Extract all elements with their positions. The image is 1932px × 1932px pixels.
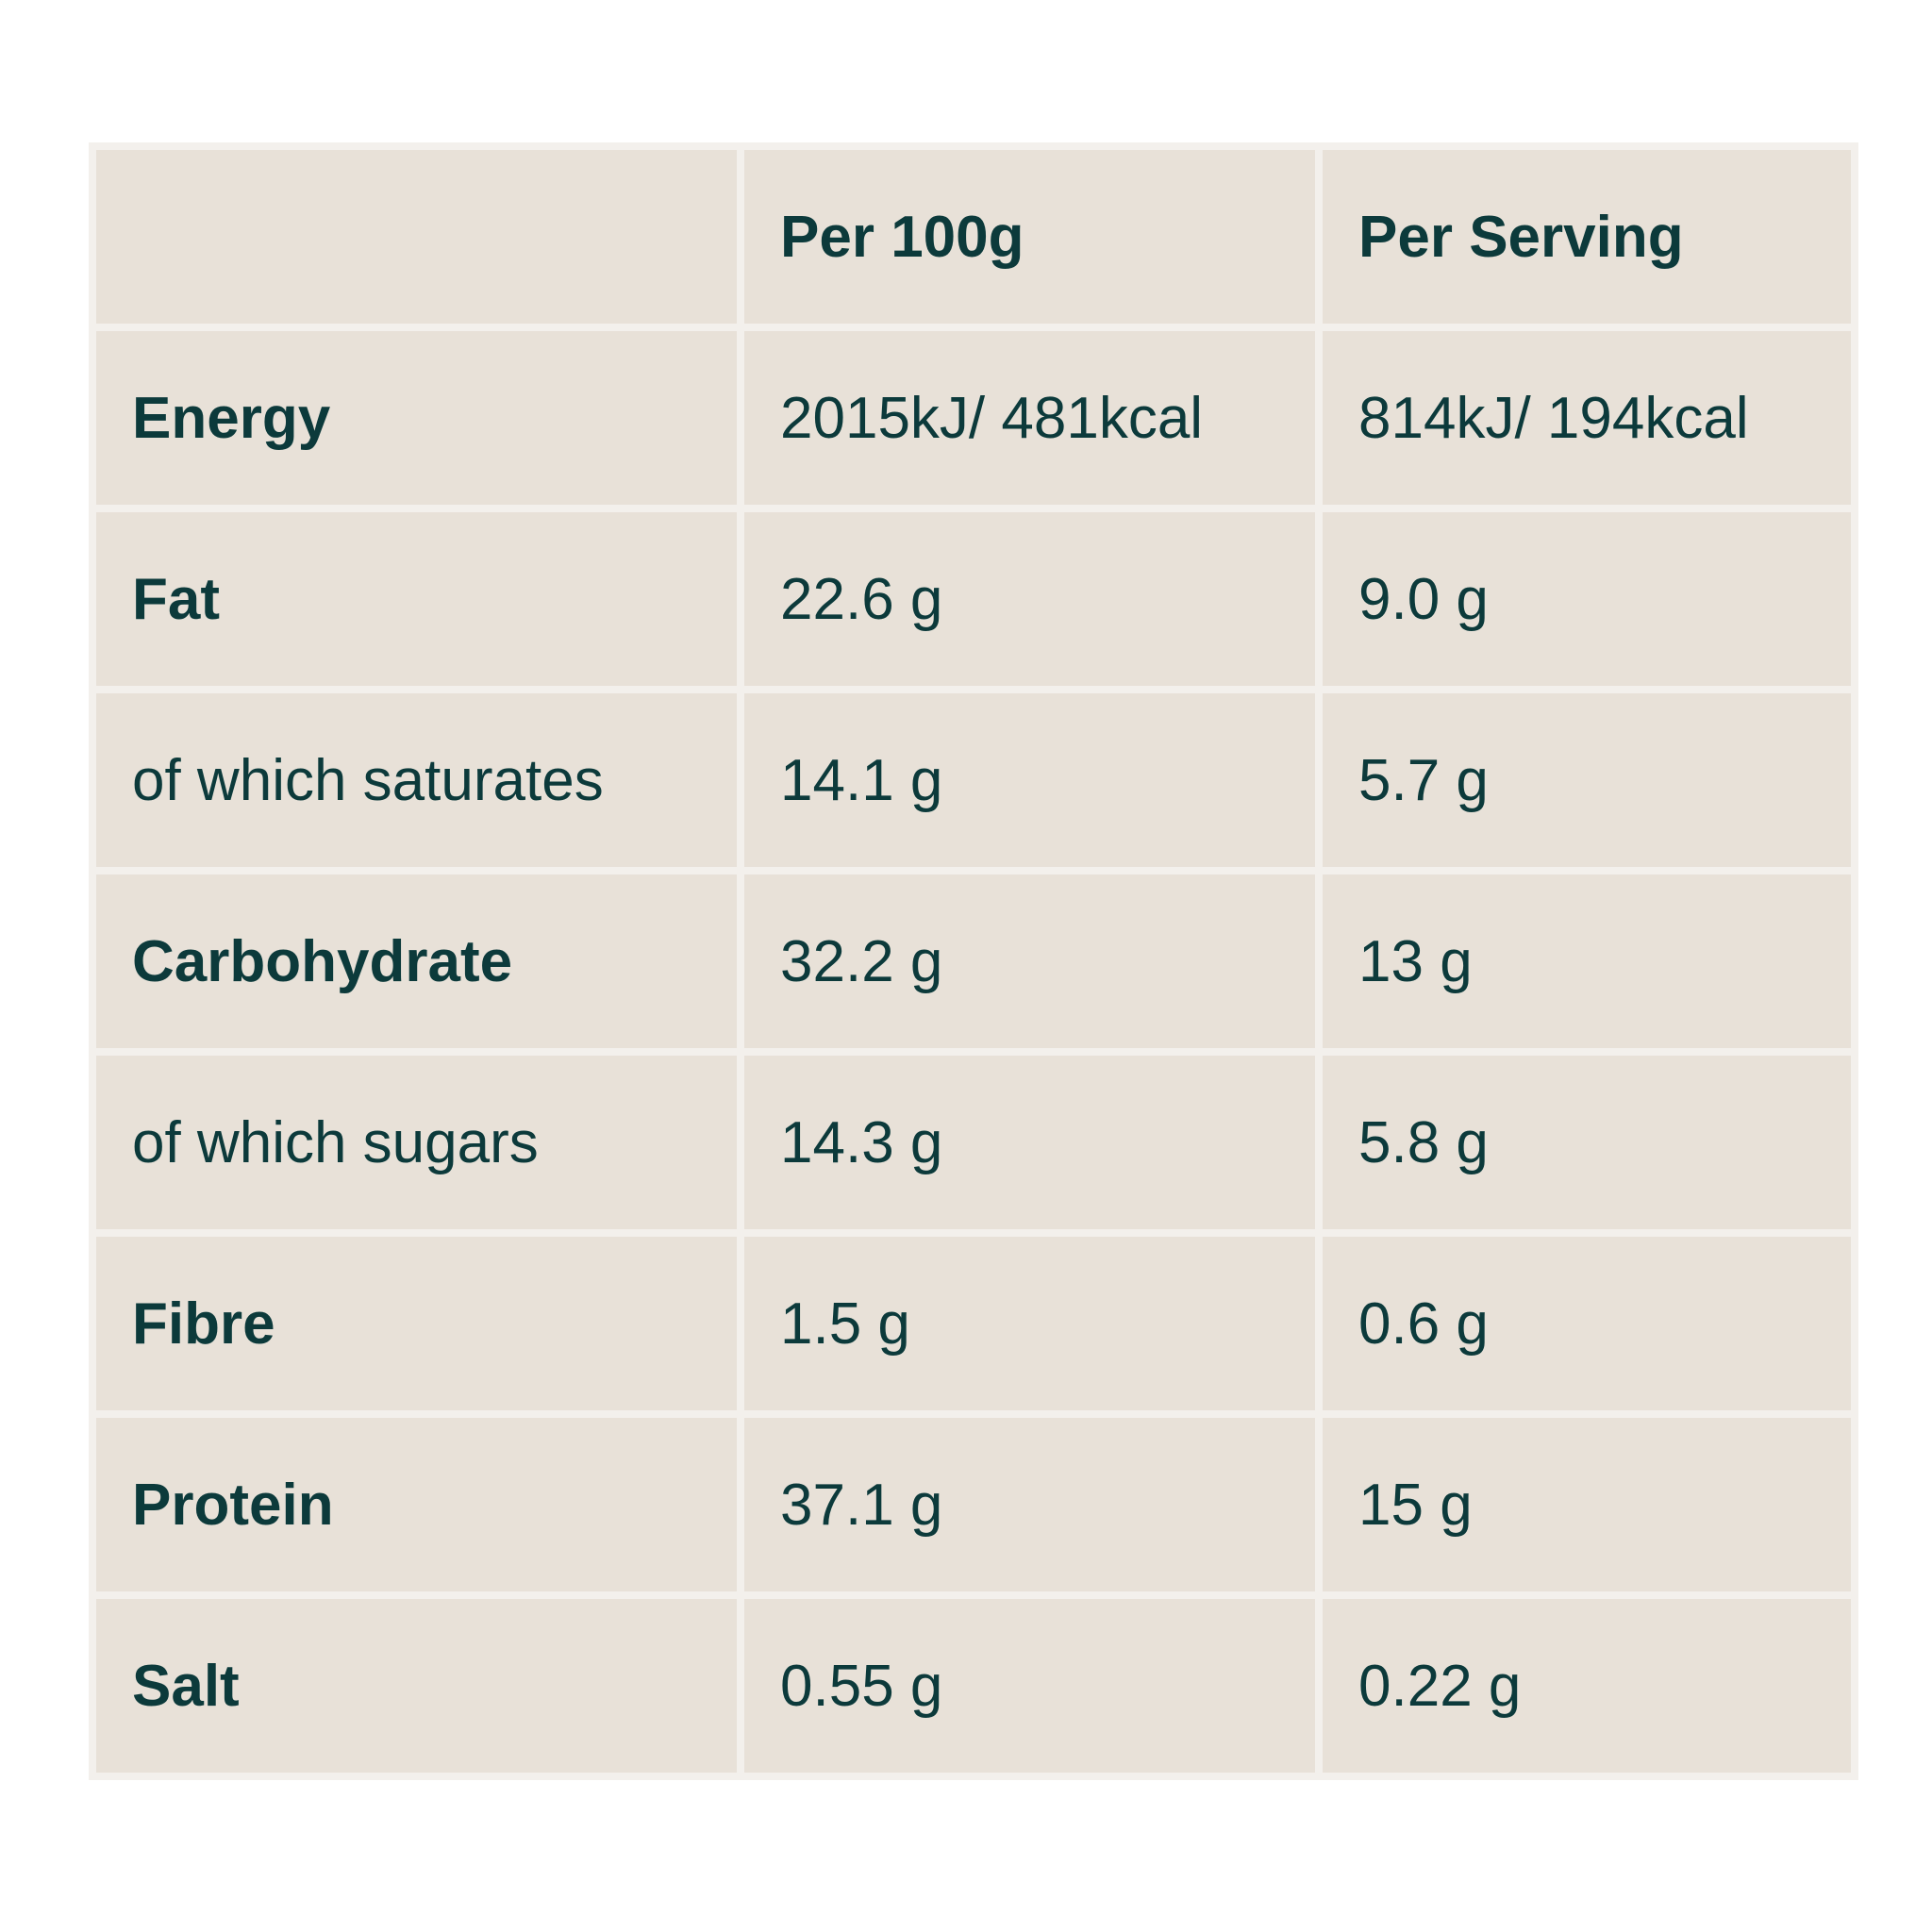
nutrient-label: Salt [96,1599,737,1773]
nutrient-value: 37.1 g [744,1418,1315,1591]
nutrient-value: 9.0 g [1323,512,1851,686]
nutrient-value: 1.5 g [744,1237,1315,1410]
nutrient-value: 814kJ/ 194kcal [1323,331,1851,505]
nutrient-label: Carbohydrate [96,874,737,1048]
table-row: Fat 22.6 g 9.0 g [96,512,1851,686]
nutrient-value: 0.22 g [1323,1599,1851,1773]
nutrient-label: Fat [96,512,737,686]
table-row: Salt 0.55 g 0.22 g [96,1599,1851,1773]
nutrient-value: 15 g [1323,1418,1851,1591]
nutrient-value: 22.6 g [744,512,1315,686]
nutrition-table: Per 100g Per Serving Energy 2015kJ/ 481kc… [89,142,1858,1780]
nutrient-label: Energy [96,331,737,505]
nutrient-label: of which saturates [96,693,737,867]
header-cell: Per Serving [1323,150,1851,324]
table-row: Protein 37.1 g 15 g [96,1418,1851,1591]
table-body: Energy 2015kJ/ 481kcal 814kJ/ 194kcal Fat 22… [96,331,1851,1773]
nutrient-value: 14.3 g [744,1056,1315,1229]
nutrient-value: 5.8 g [1323,1056,1851,1229]
nutrient-value: 14.1 g [744,693,1315,867]
nutrient-value: 2015kJ/ 481kcal [744,331,1315,505]
header-cell: Per 100g [744,150,1315,324]
table-row: Energy 2015kJ/ 481kcal 814kJ/ 194kcal [96,331,1851,505]
nutrient-value: 0.6 g [1323,1237,1851,1410]
nutrient-label: Protein [96,1418,737,1591]
table-row: of which sugars 14.3 g 5.8 g [96,1056,1851,1229]
nutrient-value: 32.2 g [744,874,1315,1048]
nutrient-value: 0.55 g [744,1599,1315,1773]
table-row: of which saturates 14.1 g 5.7 g [96,693,1851,867]
nutrient-value: 5.7 g [1323,693,1851,867]
nutrient-label: of which sugars [96,1056,737,1229]
table-row: Carbohydrate 32.2 g 13 g [96,874,1851,1048]
header-cell [96,150,737,324]
table-row: Fibre 1.5 g 0.6 g [96,1237,1851,1410]
header-row: Per 100g Per Serving [96,150,1851,324]
nutrient-value: 13 g [1323,874,1851,1048]
nutrient-label: Fibre [96,1237,737,1410]
